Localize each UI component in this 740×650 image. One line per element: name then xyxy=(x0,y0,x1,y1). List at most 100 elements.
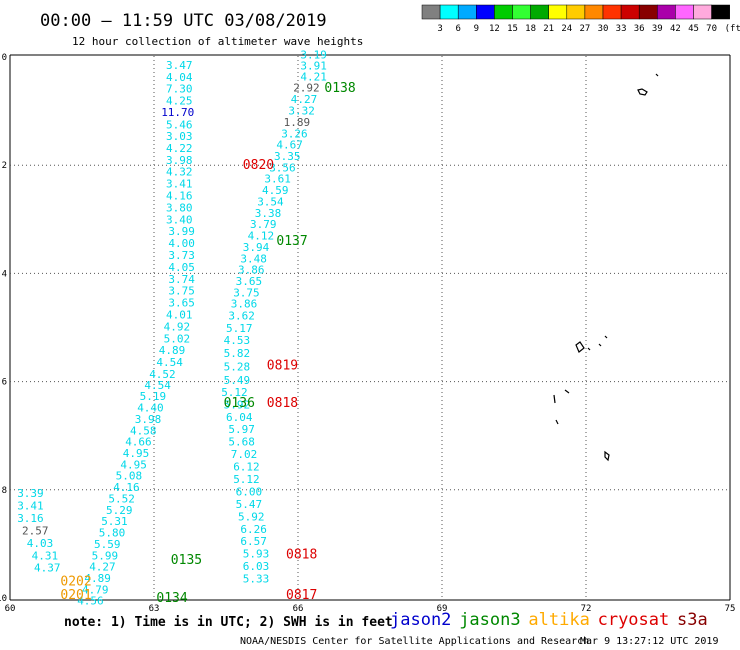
track-pass-label: 0202 xyxy=(60,575,91,590)
swh-value: 2.57 xyxy=(22,524,49,537)
swh-value: 4.52 xyxy=(149,368,176,381)
swh-value: 6.00 xyxy=(236,485,263,498)
scale-swatch xyxy=(439,4,459,20)
swh-value: 4.95 xyxy=(123,447,150,460)
swh-value: 3.41 xyxy=(17,499,44,512)
scale-label: 24 xyxy=(561,24,572,34)
island-outline xyxy=(553,394,556,404)
grid-lines xyxy=(10,56,730,600)
legend-s3a: s3a xyxy=(677,610,708,630)
swh-value: 3.35 xyxy=(274,150,301,163)
swh-value: 3.41 xyxy=(166,178,193,191)
scale-swatch xyxy=(566,4,586,20)
scale-swatch xyxy=(548,4,568,20)
swh-value: 4.12 xyxy=(248,230,275,243)
scale-label: 33 xyxy=(616,24,627,34)
swh-value: 3.48 xyxy=(240,252,267,265)
footer-timestamp: Mar 9 13:27:12 UTC 2019 xyxy=(580,636,718,647)
lat-tick-label: -4 xyxy=(0,269,7,279)
island-outline xyxy=(637,88,648,96)
swh-value: 4.40 xyxy=(137,402,164,415)
scale-label: 39 xyxy=(652,24,663,34)
swh-value: 3.54 xyxy=(257,195,284,208)
legend-jason2: jason2 xyxy=(390,610,451,630)
swh-value: 5.29 xyxy=(106,504,133,517)
swh-value: 3.75 xyxy=(233,286,260,299)
swh-value: 3.79 xyxy=(250,218,277,231)
scale-label: 18 xyxy=(525,24,536,34)
swh-value: 4.54 xyxy=(156,356,183,369)
track-pass-label: 0201 xyxy=(60,588,91,603)
swh-value: 3.73 xyxy=(168,249,195,262)
swh-value: 4.54 xyxy=(144,379,171,392)
swh-value: 5.47 xyxy=(236,498,263,511)
swh-value: 5.80 xyxy=(99,527,126,540)
track-pass-label: 0818 xyxy=(267,396,298,411)
swh-value: 5.19 xyxy=(140,390,167,403)
scale-label: 9 xyxy=(474,24,479,34)
scale-swatch xyxy=(602,4,622,20)
island-outline xyxy=(604,450,610,462)
swh-value: 5.12 xyxy=(221,386,248,399)
swh-value: 3.98 xyxy=(166,154,193,167)
swh-value: 4.53 xyxy=(224,334,251,347)
scale-swatch xyxy=(638,4,658,20)
swh-value: 4.58 xyxy=(130,424,157,437)
swh-value: 6.26 xyxy=(240,523,267,536)
scale-label: 3 xyxy=(437,24,442,34)
swh-value: 4.95 xyxy=(120,458,146,471)
scale-label: 15 xyxy=(507,24,518,34)
swh-value: 3.61 xyxy=(264,173,291,186)
lat-tick-label: -2 xyxy=(0,161,7,171)
island-outlines xyxy=(553,73,659,462)
swh-value: 3.56 xyxy=(269,161,296,174)
swh-value: 5.92 xyxy=(238,510,265,523)
lon-tick-label: 63 xyxy=(149,604,160,614)
swh-value: 4.16 xyxy=(166,189,193,202)
lon-tick-label: 75 xyxy=(725,604,736,614)
swh-value: 3.86 xyxy=(231,298,257,311)
track-pass-label: 0136 xyxy=(224,396,255,411)
swh-value: 3.86 xyxy=(238,264,265,277)
swh-value: 5.12 xyxy=(233,473,260,486)
scale-label: 6 xyxy=(455,24,460,34)
swh-value: 4.03 xyxy=(27,537,54,550)
swh-value: 5.92 xyxy=(224,398,251,411)
swh-values: 3.474.047.304.2511.705.463.034.223.984.3… xyxy=(17,48,327,607)
scale-swatch xyxy=(711,4,730,20)
satellite-legend: jason2 jason3 altika cryosat s3a xyxy=(390,610,708,630)
footer-note: note: 1) Time is in UTC; 2) SWH is in fe… xyxy=(64,615,393,630)
scale-label: 12 xyxy=(489,24,500,34)
scale-label: 30 xyxy=(598,24,609,34)
swh-value: 5.97 xyxy=(228,423,255,436)
swh-value: 3.99 xyxy=(168,225,195,238)
scale-swatch xyxy=(421,4,441,20)
swh-value: 3.32 xyxy=(288,105,315,118)
legend-cryosat: cryosat xyxy=(598,610,670,630)
island-outline xyxy=(598,343,602,347)
legend-altika: altika xyxy=(528,610,589,630)
swh-value: 6.12 xyxy=(233,461,260,474)
swh-value: 6.57 xyxy=(240,535,267,548)
swh-value: 3.62 xyxy=(228,310,255,323)
swh-value: 3.91 xyxy=(300,60,327,73)
lon-tick-label: 66 xyxy=(293,604,304,614)
swh-value: 4.16 xyxy=(113,481,140,494)
swh-value: 7.30 xyxy=(166,82,193,95)
swh-value: 4.79 xyxy=(82,583,109,596)
swh-value: 4.59 xyxy=(262,184,289,197)
swh-value: 4.00 xyxy=(168,237,195,250)
swh-value: 5.28 xyxy=(224,360,251,373)
lat-tick-label: -6 xyxy=(0,378,7,388)
track-pass-label: 0820 xyxy=(243,158,274,173)
track-pass-label: 0137 xyxy=(276,234,307,249)
island-outline xyxy=(564,389,570,394)
track-pass-label: 0819 xyxy=(267,358,298,373)
scale-swatch xyxy=(494,4,513,20)
swh-value: 5.59 xyxy=(94,538,121,551)
lon-tick-label: 72 xyxy=(581,604,592,614)
axis-labels: 60 63 66 69 72 75 0 -2 -4 -6 -8 -10 xyxy=(0,53,735,614)
swh-value: 3.16 xyxy=(17,512,44,525)
swh-value: 4.67 xyxy=(276,139,303,152)
